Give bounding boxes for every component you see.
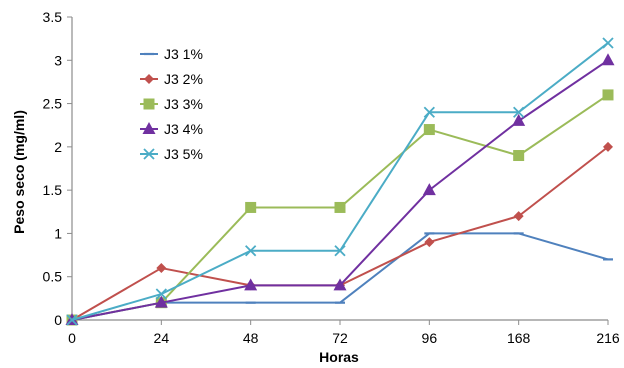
data-point xyxy=(245,245,257,257)
legend-item: J3 5% xyxy=(140,146,203,162)
y-tick-labels: 0 0.5 1 1.5 2 2.5 3 3.5 xyxy=(43,9,63,328)
data-point xyxy=(423,124,435,136)
series-line xyxy=(71,146,609,321)
y-tick-label: 1 xyxy=(54,225,62,241)
legend-marker xyxy=(142,122,156,134)
legend-label: J3 3% xyxy=(164,96,203,112)
y-tick-label: 3.5 xyxy=(43,9,63,25)
x-tick-label: 48 xyxy=(243,330,259,346)
legend-label: J3 2% xyxy=(164,71,203,87)
data-point xyxy=(602,89,614,101)
data-point xyxy=(513,106,525,118)
legend-item: J3 1% xyxy=(140,46,203,62)
y-tick-label: 2 xyxy=(54,139,62,155)
data-point xyxy=(154,295,168,308)
legend-label: J3 5% xyxy=(164,146,203,162)
legend-item: J3 4% xyxy=(140,121,203,137)
legend-label: J3 1% xyxy=(164,46,203,62)
data-point xyxy=(245,201,257,213)
data-point xyxy=(603,141,613,152)
data-point xyxy=(602,37,614,49)
legend-label: J3 4% xyxy=(164,121,203,137)
x-tick-label: 0 xyxy=(68,330,76,346)
x-tick-label: 24 xyxy=(154,330,170,346)
data-point xyxy=(333,278,347,291)
legend-marker xyxy=(143,98,155,110)
data-point xyxy=(424,237,435,248)
series-layer xyxy=(65,37,615,326)
x-tick-label: 72 xyxy=(332,330,348,346)
data-point xyxy=(423,106,435,118)
legend-item: J3 2% xyxy=(140,71,203,87)
y-tick-label: 3 xyxy=(54,52,62,68)
data-point xyxy=(422,183,436,196)
data-point xyxy=(334,245,346,257)
data-point xyxy=(244,278,258,291)
y-tick-label: 0 xyxy=(54,312,62,328)
data-point xyxy=(513,211,524,222)
x-tick-label: 96 xyxy=(422,330,438,346)
axes xyxy=(67,16,609,325)
data-point xyxy=(513,150,525,162)
y-tick-label: 0.5 xyxy=(43,269,63,285)
legend: J3 1% J3 2% J3 3% J3 4% J3 5% xyxy=(140,46,203,162)
x-axis-title: Horas xyxy=(319,349,359,365)
data-point xyxy=(155,288,167,300)
series-line xyxy=(71,232,609,321)
data-point xyxy=(156,263,167,274)
legend-marker xyxy=(144,74,154,84)
y-tick-label: 2.5 xyxy=(43,96,63,112)
legend-marker xyxy=(143,148,155,160)
series-1 xyxy=(67,232,613,322)
data-point xyxy=(66,314,78,326)
data-point xyxy=(334,201,346,213)
x-tick-labels: 0 24 48 72 96 168 216 xyxy=(68,330,620,346)
legend-item: J3 3% xyxy=(140,96,203,112)
data-point xyxy=(601,53,615,66)
x-tick-label: 216 xyxy=(596,330,620,346)
series-5 xyxy=(66,37,614,326)
series-4 xyxy=(65,53,615,325)
x-tick-label: 168 xyxy=(507,330,531,346)
y-tick-label: 1.5 xyxy=(43,182,63,198)
data-point xyxy=(512,113,526,126)
y-axis-title: Peso seco (mg/ml) xyxy=(11,110,27,234)
